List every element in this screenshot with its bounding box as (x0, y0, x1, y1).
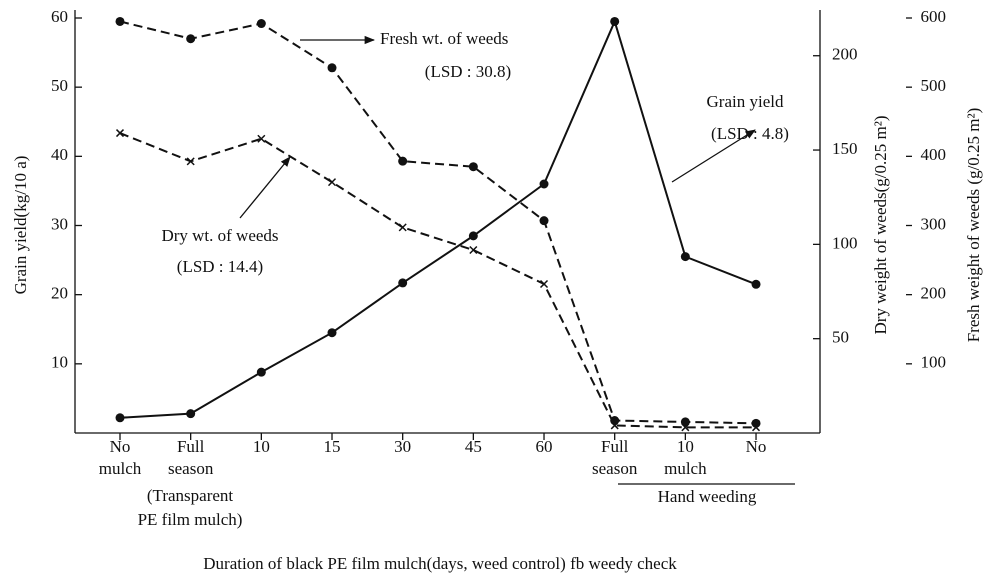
point (186, 34, 196, 44)
point (398, 278, 408, 288)
y-tick-label: 60 (51, 7, 68, 26)
arrow (239, 156, 291, 219)
y2-tick-label: 50 (832, 328, 849, 347)
x-tick-label: Full (601, 437, 629, 456)
y3-tick-label: 600 (921, 7, 947, 26)
annotation: Grain yield (707, 92, 784, 111)
y-tick-label: 50 (51, 76, 68, 95)
point (256, 19, 266, 29)
annotation: Fresh wt. of weeds (380, 29, 508, 48)
point (398, 156, 408, 166)
x-tick-label: 10 (253, 437, 270, 456)
point (115, 16, 125, 26)
x-tick-label: No (110, 437, 131, 456)
y3-tick-label: 500 (921, 76, 947, 95)
x-tick-label: Full (177, 437, 205, 456)
point (751, 279, 761, 289)
point (327, 328, 337, 338)
y2-tick-label: 100 (832, 233, 858, 252)
point (469, 245, 478, 255)
point (256, 367, 266, 377)
series-line (119, 18, 757, 419)
point (468, 162, 478, 172)
y3-tick-label: 300 (921, 214, 947, 233)
x-tick-label: 30 (394, 437, 411, 456)
x-tick-label: season (592, 459, 638, 478)
point (751, 423, 761, 432)
point (468, 231, 478, 241)
point (327, 178, 337, 187)
x-tick-label: season (168, 459, 214, 478)
arrow (671, 129, 756, 183)
point (610, 16, 620, 26)
y-axis-label: Grain yield(kg/10 a) (11, 156, 30, 295)
group-label: Hand weeding (658, 487, 757, 506)
annotation: (LSD : 14.4) (177, 257, 263, 276)
point (186, 409, 196, 419)
point (539, 216, 549, 226)
group-label: (Transparent (147, 486, 234, 505)
x-tick-label: No (746, 437, 767, 456)
x-axis-label: Duration of black PE film mulch(days, we… (203, 554, 677, 573)
x-tick-label: 15 (324, 437, 341, 456)
point (681, 423, 690, 432)
point (539, 179, 549, 189)
point (115, 413, 125, 423)
annotation: Dry wt. of weeds (161, 226, 278, 245)
y2-tick-label: 200 (832, 45, 858, 64)
point (115, 129, 125, 138)
y-tick-label: 40 (51, 145, 68, 164)
y3-axis-label: Fresh weight of weeds (g/0.25 m²) (964, 108, 983, 343)
y3-tick-label: 400 (921, 145, 947, 164)
annotation: (LSD : 30.8) (425, 62, 511, 81)
x-tick-label: mulch (664, 459, 707, 478)
series-line (119, 132, 757, 429)
y-tick-label: 10 (51, 353, 68, 372)
point (680, 252, 690, 262)
y2-tick-label: 150 (832, 139, 858, 158)
group-label: PE film mulch) (138, 510, 243, 529)
x-tick-label: 45 (465, 437, 482, 456)
point (539, 279, 549, 289)
point (327, 63, 337, 73)
point (610, 421, 619, 430)
x-tick-label: mulch (99, 459, 142, 478)
x-tick-label: 60 (536, 437, 553, 456)
series-line (119, 20, 757, 425)
point (398, 223, 407, 232)
point (186, 157, 195, 166)
y3-tick-label: 200 (921, 284, 947, 303)
x-tick-label: 10 (677, 437, 694, 456)
point (257, 134, 266, 143)
y2-axis-label: Dry weight of weeds(g/0.25 m²) (871, 116, 890, 335)
y-tick-label: 30 (51, 214, 68, 233)
y-tick-label: 20 (51, 284, 68, 303)
y3-tick-label: 100 (921, 353, 947, 372)
